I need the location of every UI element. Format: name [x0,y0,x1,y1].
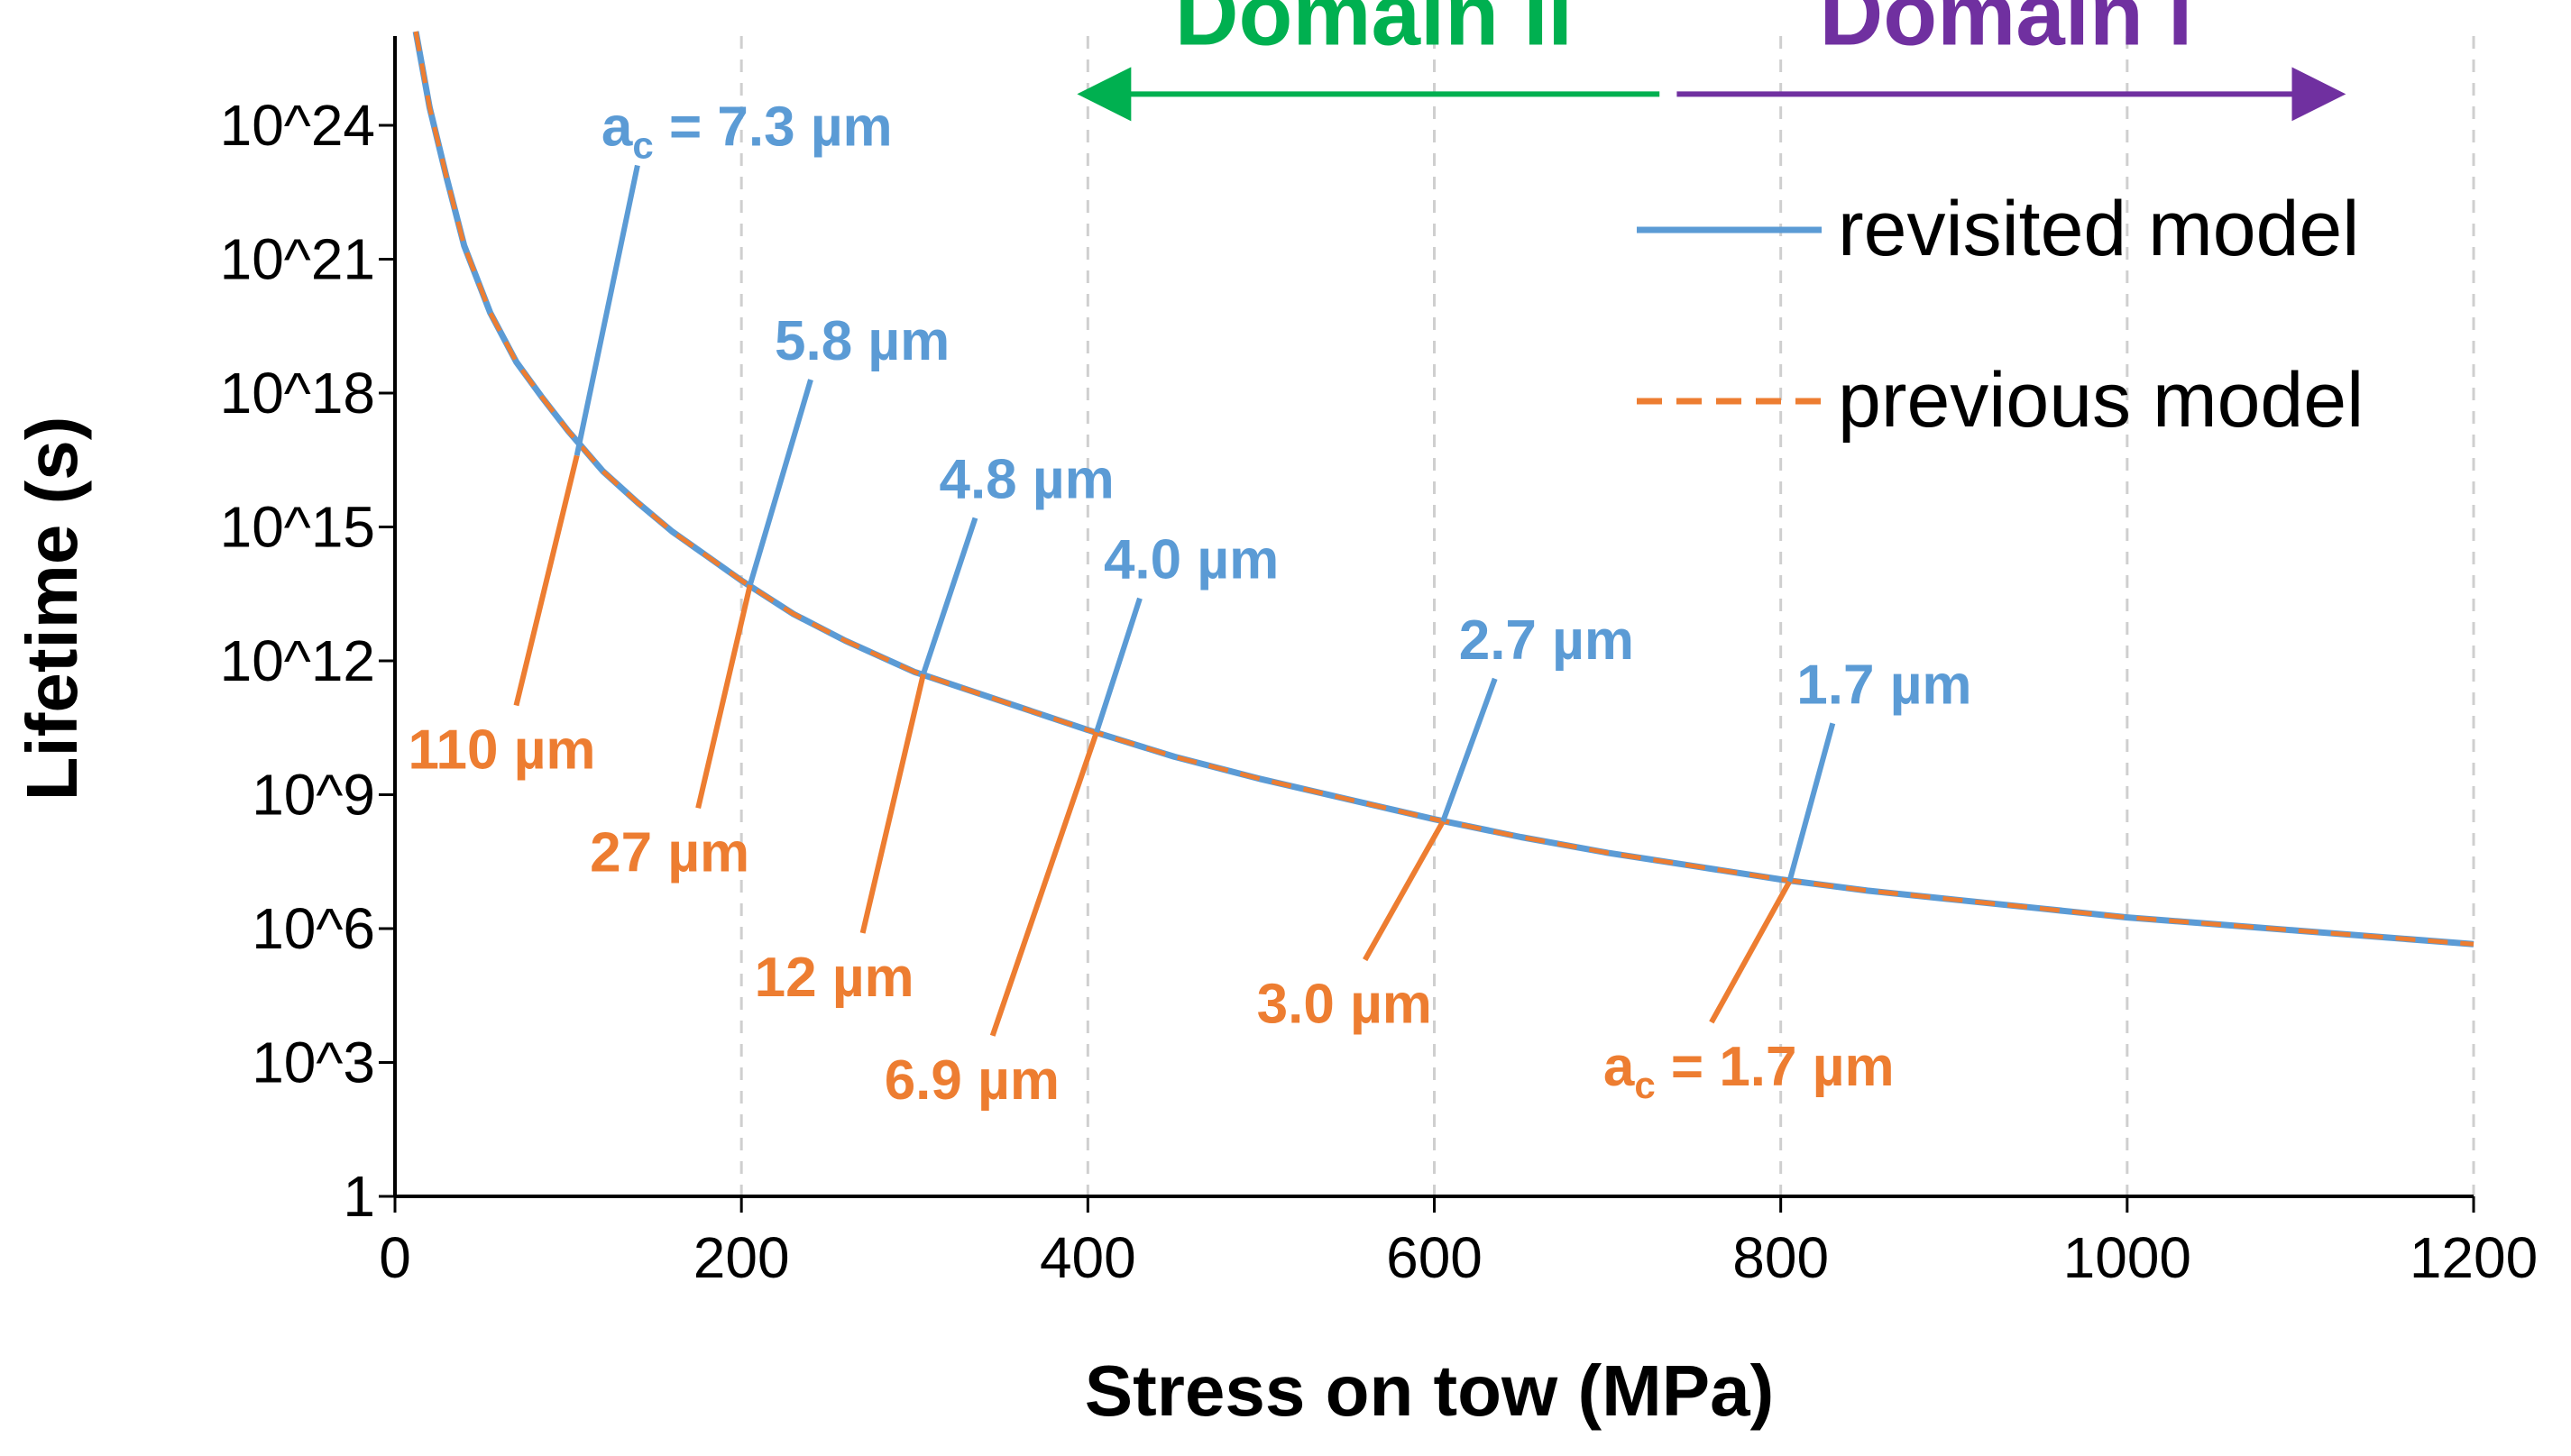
previous-annotation-leader [695,584,753,810]
series-line-previous-model [413,31,2475,947]
previous-annotation-label: 6.9 µm [885,1049,1060,1112]
y-tick-label: 10^15 [220,495,375,560]
previous-annotation-label: 12 µm [755,947,914,1009]
previous-annotation-leader [989,731,1099,1037]
revisited-annotation-leader [574,164,640,456]
legend-label: revisited model [1838,186,2359,272]
domain-label-ii: Domain II [1175,0,1573,63]
revisited-annotation-leader [1094,597,1143,734]
revisited-annotation-label: 2.7 µm [1459,609,1634,672]
y-tick-label: 10^12 [220,628,375,693]
previous-annotation-leader [1709,880,1792,1024]
y-tick-label: 10^24 [220,93,375,158]
previous-annotation-label: 3.0 µm [1257,974,1432,1036]
revisited-annotation-label: 4.0 µm [1104,529,1279,591]
revisited-annotation-label: 4.8 µm [939,449,1114,511]
previous-annotation-leader [1363,820,1446,962]
x-tick-label: 1000 [2063,1225,2191,1290]
previous-annotation-leader [859,673,926,934]
y-tick-label: 1 [343,1164,375,1229]
previous-annotation-label: ac = 1.7 µm [1603,1036,1895,1106]
x-tick-label: 200 [693,1225,790,1290]
critical-size-annotations: ac = 7.3 µm 5.8 µm 4.8 µm 4.0 µm 2.7 µm 1.7 µ… [408,96,1971,1112]
x-tick-label: 400 [1040,1225,1136,1290]
revisited-annotation-label: 5.8 µm [775,310,950,372]
y-tick-label: 10^3 [252,1030,375,1095]
y-axis-title: Lifetime (s) [12,417,92,801]
previous-annotation-label: 110 µm [408,719,595,782]
legend-label: previous model [1838,357,2364,444]
y-tick-label: 10^21 [220,227,375,292]
y-tick-label: 10^6 [252,896,375,961]
y-tick-label: 10^18 [220,361,375,426]
domain-label-i: Domain I [1819,0,2192,63]
previous-annotation-leader [513,454,580,707]
revisited-annotation-label: ac = 7.3 µm [601,96,893,167]
revisited-annotation-leader [1440,677,1498,823]
revisited-annotation-leader [921,517,978,675]
y-tick-label: 10^9 [252,763,375,828]
x-tick-label: 800 [1732,1225,1829,1290]
legend: revisited model previous model [1637,186,2364,444]
x-tick-label: 600 [1386,1225,1483,1290]
revisited-annotation-leader [747,379,813,586]
x-axis-title: Stress on tow (MPa) [1085,1351,1775,1431]
series-lines [412,31,2475,948]
domain-markers: Domain II Domain I [1077,0,2346,122]
previous-annotation-label: 27 µm [590,821,749,884]
revisited-annotation-label: 1.7 µm [1796,654,1971,716]
x-tick-label: 1200 [2410,1225,2538,1290]
series-line-revisited-model [412,31,2475,948]
x-tick-label: 0 [379,1225,411,1290]
revisited-annotation-leader [1786,722,1836,883]
x-tick-labels: 0 200 400 600 800 1000 1200 [379,1196,2538,1290]
y-tick-labels: 1 10^3 10^6 10^9 10^12 10^15 10^18 10^21 10^24 [220,93,395,1229]
